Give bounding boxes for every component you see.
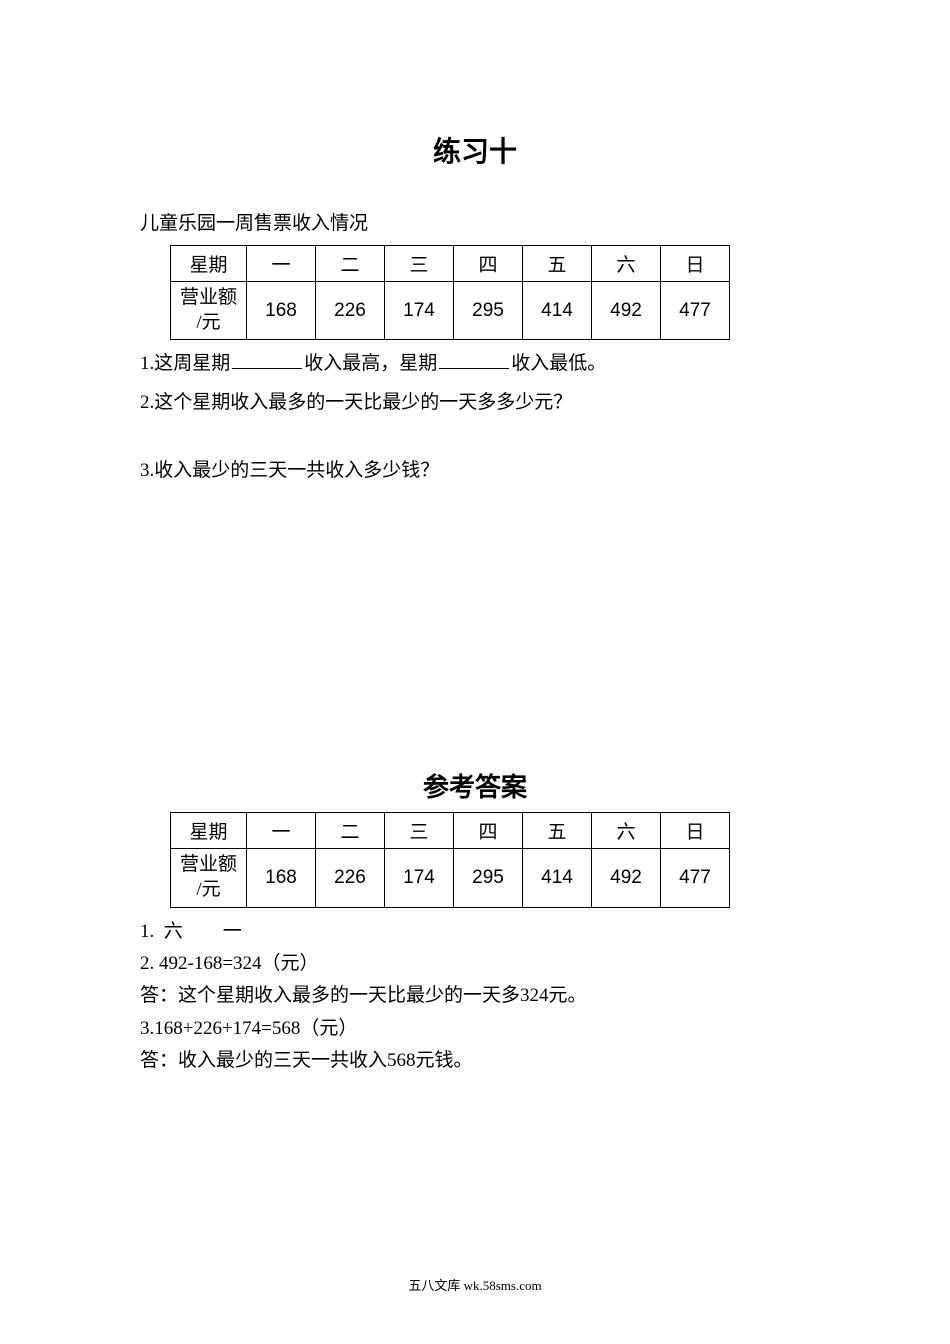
answer-2-text: 答：这个星期收入最多的一天比最少的一天多324元。 (140, 980, 810, 1012)
a1-first: 六 (164, 921, 183, 942)
question-2: 2.这个星期收入最多的一天比最少的一天多多少元？ (140, 387, 810, 419)
row-label-cell: 营业额 /元 (171, 849, 247, 907)
subtitle: 儿童乐园一周售票收入情况 (140, 208, 810, 235)
row-label-line2: /元 (171, 311, 246, 336)
day-cell: 五 (523, 813, 592, 849)
row-label-line1: 营业额 (171, 853, 246, 878)
question-1: 1.这周星期 收入最高，星期 收入最低。 (140, 348, 810, 380)
day-cell: 三 (385, 813, 454, 849)
day-cell: 二 (316, 813, 385, 849)
value-cell: 414 (523, 282, 592, 340)
day-cell: 日 (661, 246, 730, 282)
q1-part2: 收入最高，星期 (304, 353, 437, 374)
a1-num: 1. (140, 921, 154, 942)
q1-part3: 收入最低。 (511, 353, 606, 374)
answer-revenue-table: 星期 一 二 三 四 五 六 日 营业额 /元 168 226 174 295 … (170, 812, 730, 907)
value-cell: 174 (385, 849, 454, 907)
value-cell: 295 (454, 849, 523, 907)
header-label-cell: 星期 (171, 813, 247, 849)
value-cell: 226 (316, 282, 385, 340)
a1-second: 一 (223, 921, 242, 942)
value-cell: 492 (592, 849, 661, 907)
value-cell: 168 (247, 849, 316, 907)
value-cell: 492 (592, 282, 661, 340)
revenue-table: 星期 一 二 三 四 五 六 日 营业额 /元 168 226 174 295 … (170, 245, 730, 340)
q1-num: 1. (140, 353, 154, 374)
value-cell: 168 (247, 282, 316, 340)
table-header-row: 星期 一 二 三 四 五 六 日 (171, 813, 730, 849)
row-label-cell: 营业额 /元 (171, 282, 247, 340)
day-cell: 六 (592, 813, 661, 849)
day-cell: 四 (454, 246, 523, 282)
value-cell: 414 (523, 849, 592, 907)
answer-title: 参考答案 (140, 767, 810, 804)
answer-2: 2. 492-168=324（元） (140, 948, 810, 980)
value-cell: 226 (316, 849, 385, 907)
day-cell: 日 (661, 813, 730, 849)
day-cell: 一 (247, 813, 316, 849)
question-3: 3.收入最少的三天一共收入多少钱？ (140, 455, 810, 487)
answer-3-text: 答：收入最少的三天一共收入568元钱。 (140, 1045, 810, 1077)
day-cell: 三 (385, 246, 454, 282)
row-label-line2: /元 (171, 878, 246, 903)
day-cell: 四 (454, 813, 523, 849)
header-label-cell: 星期 (171, 246, 247, 282)
day-cell: 二 (316, 246, 385, 282)
q1-part1: 这周星期 (154, 353, 230, 374)
day-cell: 六 (592, 246, 661, 282)
table-header-row: 星期 一 二 三 四 五 六 日 (171, 246, 730, 282)
answer-1: 1. 六 一 (140, 916, 810, 948)
day-cell: 一 (247, 246, 316, 282)
blank-1[interactable] (232, 351, 302, 369)
row-label-line1: 营业额 (171, 286, 246, 311)
value-cell: 174 (385, 282, 454, 340)
value-cell: 477 (661, 282, 730, 340)
table-data-row: 营业额 /元 168 226 174 295 414 492 477 (171, 282, 730, 340)
blank-2[interactable] (439, 351, 509, 369)
day-cell: 五 (523, 246, 592, 282)
value-cell: 477 (661, 849, 730, 907)
exercise-title: 练习十 (140, 130, 810, 170)
footer-text: 五八文库 wk.58sms.com (0, 1275, 950, 1294)
table-data-row: 营业额 /元 168 226 174 295 414 492 477 (171, 849, 730, 907)
answer-3: 3.168+226+174=568（元） (140, 1013, 810, 1045)
value-cell: 295 (454, 282, 523, 340)
